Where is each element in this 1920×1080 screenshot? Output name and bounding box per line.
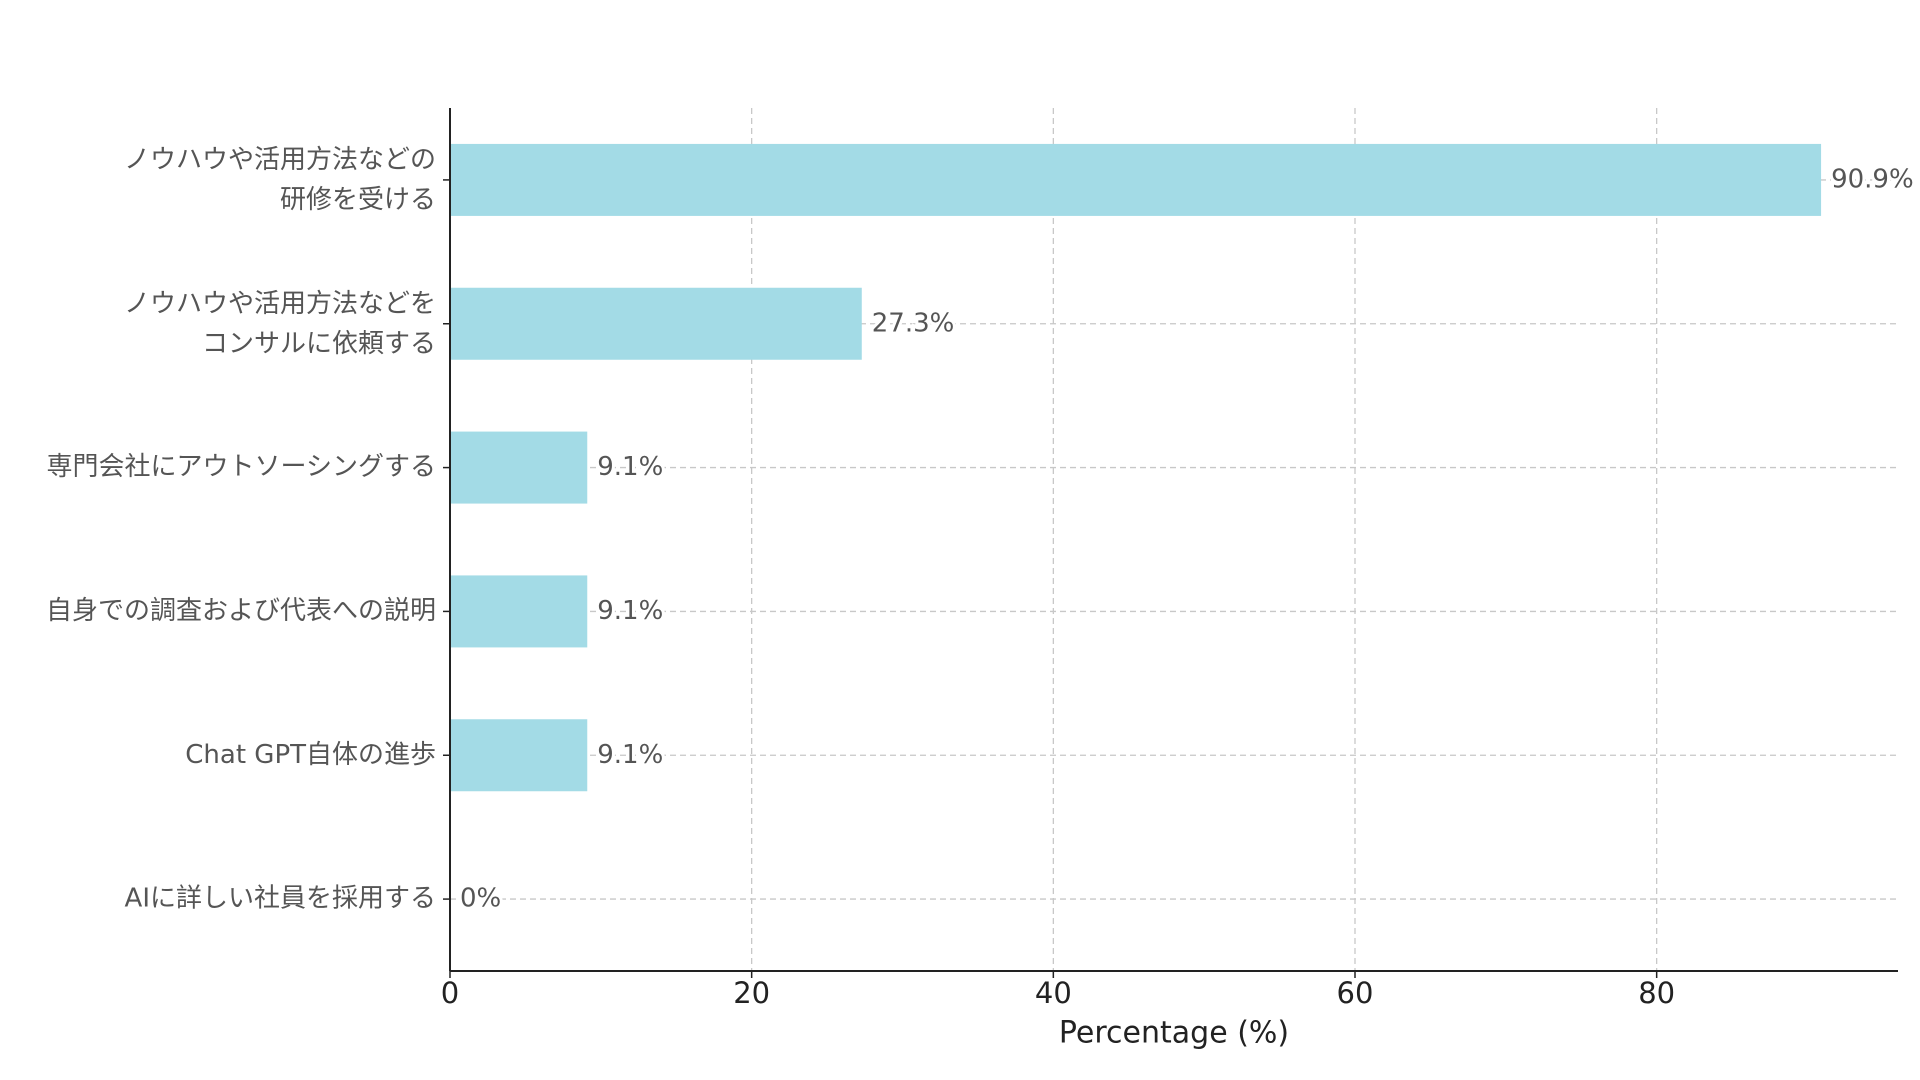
value-label: 90.9% — [1831, 164, 1914, 194]
value-label: 0% — [460, 884, 501, 914]
y-tick-label: Chat GPT自体の進歩 — [185, 740, 436, 770]
value-label: 9.1% — [597, 596, 663, 626]
x-tick-label: 20 — [733, 976, 770, 1010]
y-tick-label: ノウハウや活用方法などをコンサルに依頼する — [124, 288, 436, 358]
x-tick-label: 0 — [441, 976, 459, 1010]
bar — [450, 287, 862, 360]
x-tick-label: 40 — [1035, 976, 1072, 1010]
bar — [450, 143, 1822, 216]
x-tick-label: 60 — [1337, 976, 1374, 1010]
y-tick-label: 専門会社にアウトソーシングする — [47, 452, 436, 482]
value-label: 9.1% — [597, 740, 663, 770]
y-tick-label: AIに詳しい社員を採用する — [125, 884, 436, 914]
bar — [450, 719, 588, 792]
value-label: 27.3% — [872, 308, 955, 338]
bar — [450, 575, 588, 648]
y-tick-label: 自身での調査および代表への説明 — [46, 596, 436, 626]
x-axis-label: Percentage (%) — [1059, 1016, 1289, 1051]
y-tick-label: ノウハウや活用方法などの研修を受ける — [124, 144, 436, 214]
x-tick-label: 80 — [1638, 976, 1675, 1010]
value-label: 9.1% — [597, 452, 663, 482]
bar — [450, 431, 588, 504]
